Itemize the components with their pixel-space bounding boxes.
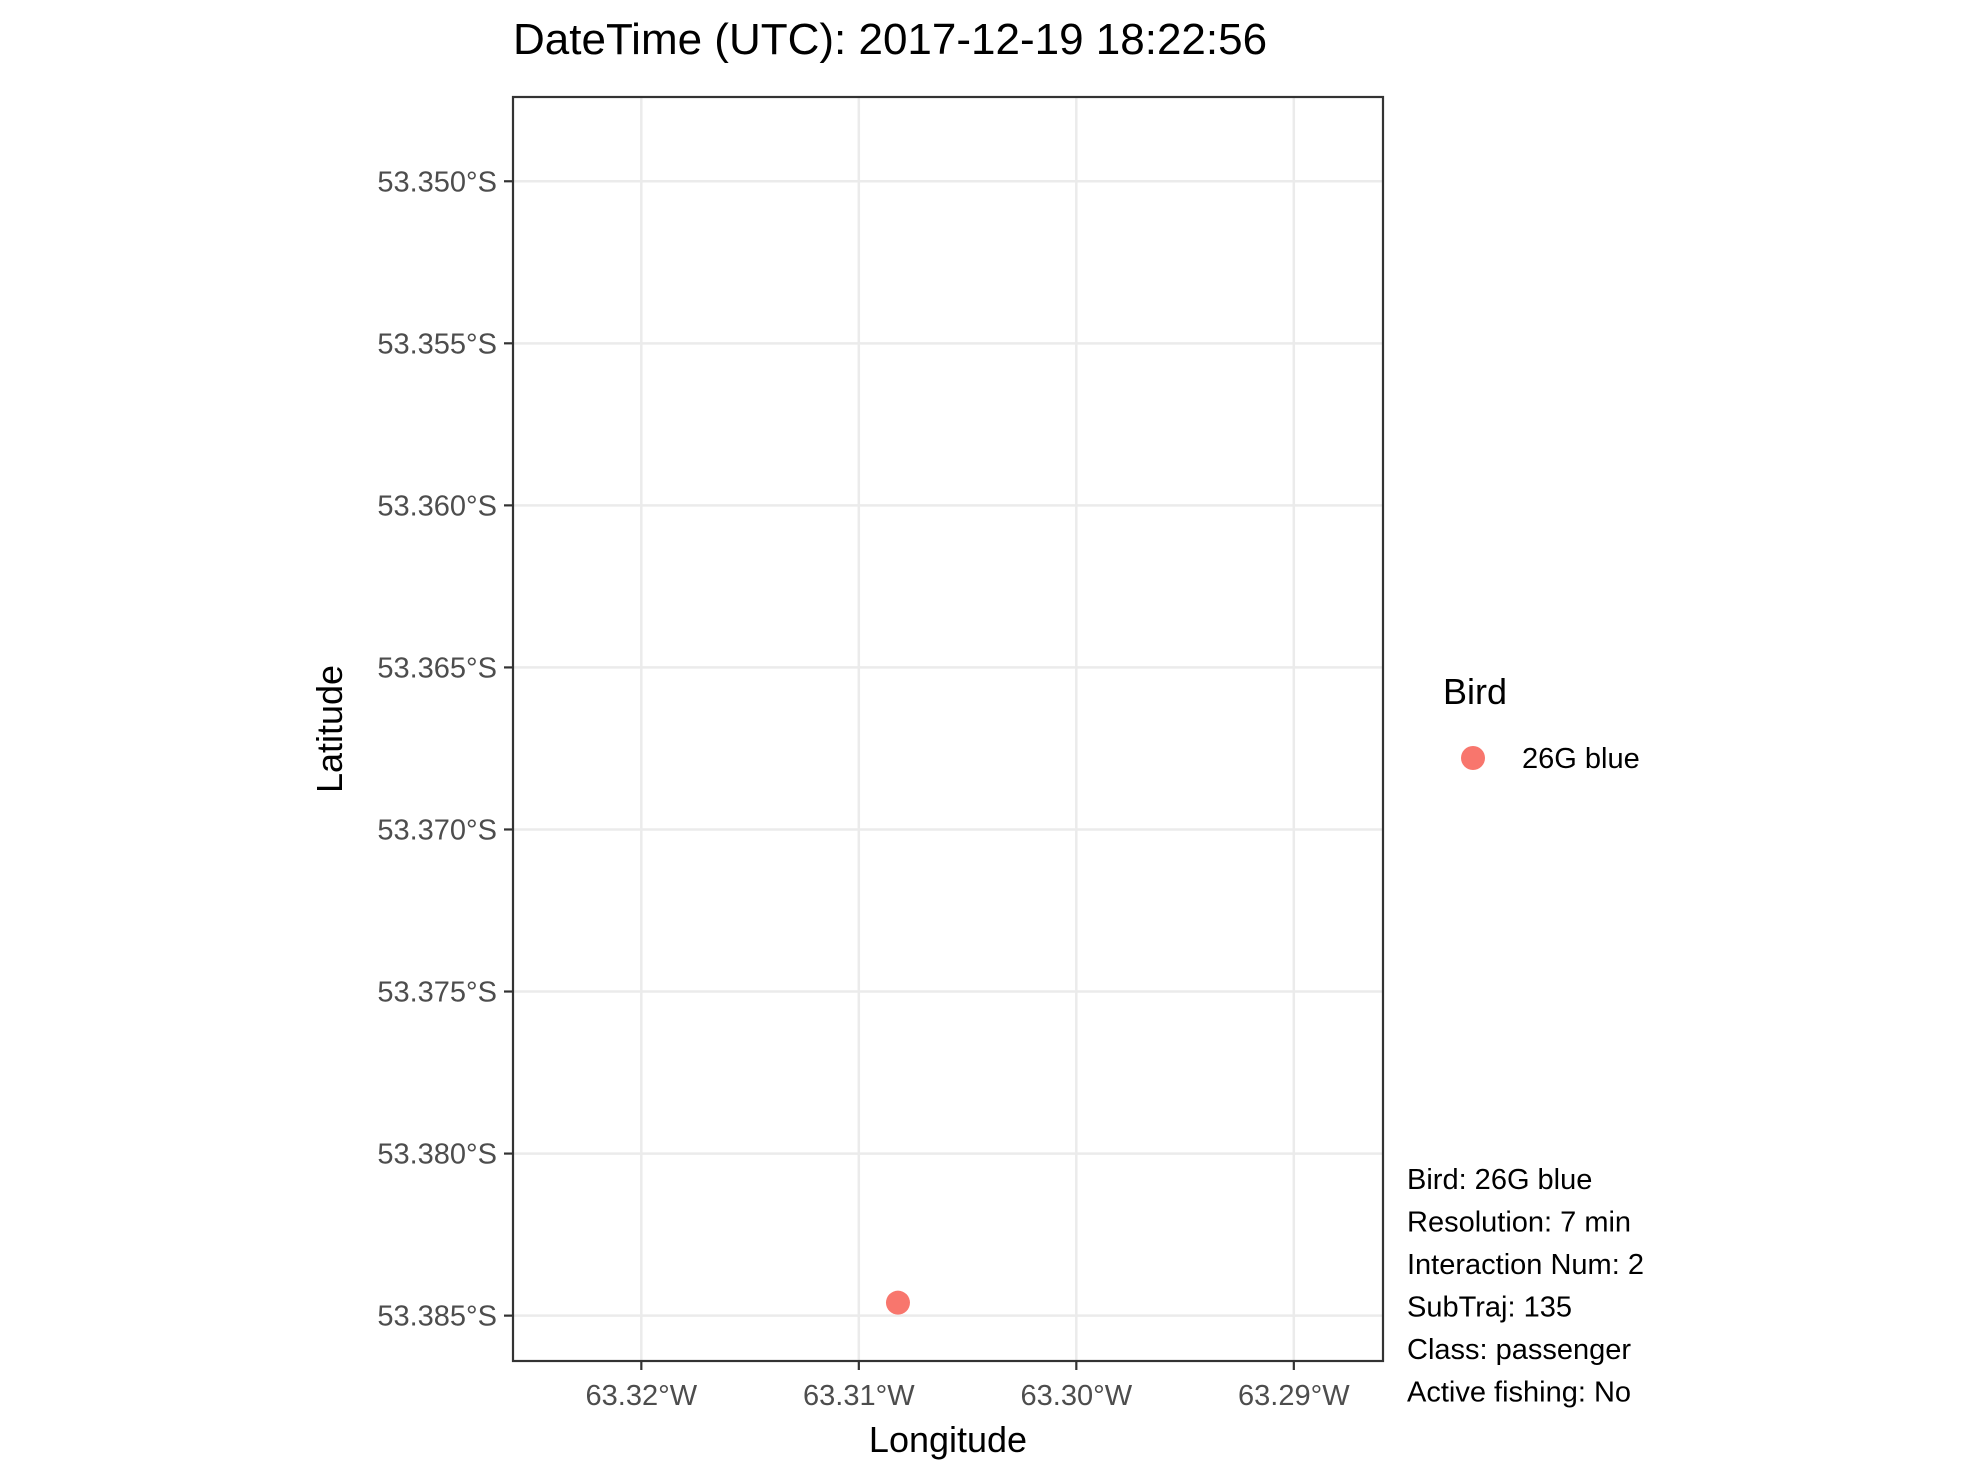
y-tick-label: 53.360°S	[377, 490, 497, 522]
y-tick-label: 53.355°S	[377, 328, 497, 360]
x-axis-title: Longitude	[869, 1419, 1027, 1460]
y-tick-label: 53.385°S	[377, 1301, 497, 1333]
x-tick-label: 63.29°W	[1238, 1380, 1350, 1412]
legend-entries: 26G blue	[1461, 743, 1640, 775]
data-point	[885, 1290, 910, 1315]
x-tick-label: 63.31°W	[803, 1380, 915, 1412]
info-line: Resolution: 7 min	[1407, 1207, 1631, 1239]
plot-panel	[511, 95, 1385, 1363]
info-line: Class: passenger	[1407, 1334, 1631, 1366]
legend: Bird 26G blue	[1443, 671, 1640, 775]
info-line: Bird: 26G blue	[1407, 1164, 1592, 1196]
info-line: Active fishing: No	[1407, 1377, 1631, 1409]
y-tick-label: 53.380°S	[377, 1139, 497, 1171]
y-tick-label: 53.370°S	[377, 814, 497, 846]
x-tick-label: 63.32°W	[586, 1380, 698, 1412]
y-tick-label: 53.365°S	[377, 652, 497, 684]
y-axis-title: Latitude	[309, 665, 350, 793]
axes: 63.32°W 63.31°W 63.30°W 63.29°W 53.350°S 53.3…	[377, 166, 1350, 1412]
y-tick-label: 53.375°S	[377, 977, 497, 1009]
y-tick-label: 53.350°S	[377, 166, 497, 198]
legend-title: Bird	[1443, 671, 1507, 712]
legend-label: 26G blue	[1522, 743, 1640, 775]
info-annotations: Bird: 26G blue Resolution: 7 min Interacti…	[1407, 1164, 1644, 1409]
data-points	[885, 1290, 910, 1315]
info-line: Interaction Num: 2	[1407, 1249, 1644, 1281]
grid-lines	[513, 97, 1383, 1361]
info-line: SubTraj: 135	[1407, 1292, 1572, 1324]
chart-title: DateTime (UTC): 2017-12-19 18:22:56	[513, 15, 1267, 64]
legend-key	[1461, 746, 1485, 770]
x-tick-label: 63.30°W	[1021, 1380, 1133, 1412]
